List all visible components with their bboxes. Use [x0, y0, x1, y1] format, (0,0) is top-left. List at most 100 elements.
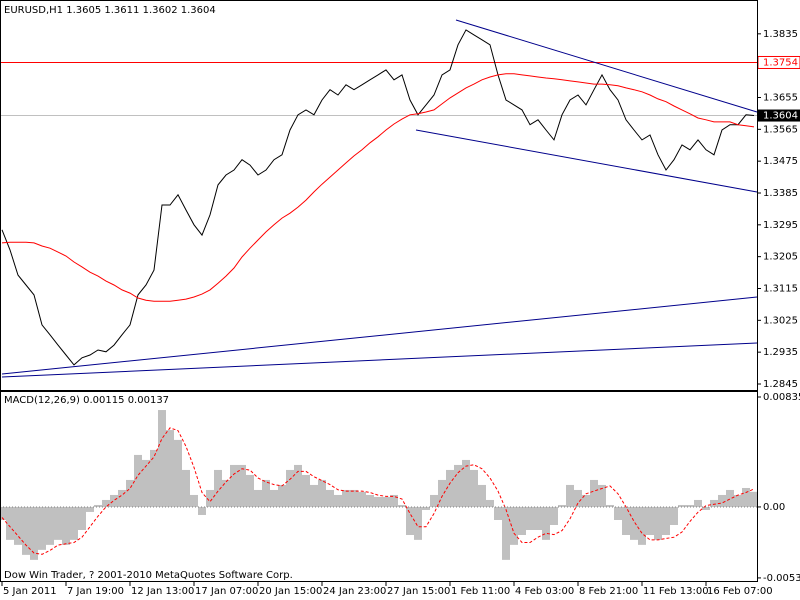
histogram-bar [382, 496, 390, 507]
y-tick-label: -0.00539 [763, 573, 800, 584]
histogram-bar [70, 506, 78, 540]
x-tick-label: 5 Jan 2011 [3, 586, 57, 597]
histogram-bar [62, 506, 70, 545]
y-tick-label: 1.2935 [763, 347, 798, 358]
histogram-bar [22, 506, 30, 555]
histogram-bar [54, 506, 62, 540]
y-tick-label: 1.3025 [763, 315, 798, 326]
low: 1.3602 [143, 5, 178, 16]
histogram-bar [558, 504, 566, 507]
price-tag [758, 109, 800, 122]
histogram-bar [438, 479, 446, 507]
histogram-bar [654, 506, 662, 540]
histogram-bar [30, 506, 38, 560]
series-line [1, 427, 755, 555]
histogram-bar [174, 439, 182, 507]
histogram-bar [478, 484, 486, 507]
histogram-bar [390, 494, 398, 507]
histogram-bar [638, 506, 646, 545]
high: 1.3611 [104, 5, 139, 16]
histogram-bar [366, 494, 374, 507]
y-tick-label: 1.3295 [763, 220, 798, 231]
macd-panel-frame [0, 391, 758, 582]
level-tag-label: 1.3754 [763, 57, 798, 68]
histogram-bar [126, 479, 134, 507]
plot-layer: 1.38351.37451.36551.35651.34751.33851.32… [0, 29, 800, 597]
price-header: EURUSD,H1 1.3605 1.3611 1.3602 1.3604 [4, 5, 216, 16]
histogram-bar [206, 489, 214, 507]
x-tick-label: 1 Feb 11:00 [451, 586, 510, 597]
series-line [1, 29, 755, 366]
histogram-bar [230, 464, 238, 507]
histogram-bar [278, 484, 286, 507]
histogram-bar [86, 506, 94, 512]
histogram-bar [662, 506, 670, 535]
histogram-bar [78, 506, 86, 530]
histogram-bar [6, 506, 14, 540]
histogram-bar [342, 489, 350, 507]
histogram-bar [310, 484, 318, 507]
histogram-bar [446, 469, 454, 507]
close: 1.3604 [181, 5, 216, 16]
histogram-bar [110, 494, 118, 507]
histogram-bar [718, 494, 726, 507]
y-tick-label: 1.3835 [763, 29, 798, 40]
x-tick-label: 7 Jan 19:00 [67, 586, 124, 597]
histogram-bar [326, 489, 334, 507]
histogram-bar [198, 506, 206, 515]
series-line [1, 73, 755, 302]
histogram-bar [750, 491, 758, 507]
x-tick-label: 8 Feb 21:00 [579, 586, 638, 597]
histogram-bar [566, 484, 574, 507]
histogram-bar [118, 489, 126, 507]
histogram-bar [286, 469, 294, 507]
y-tick-label: 1.2845 [763, 379, 798, 390]
histogram-bar [710, 499, 718, 507]
histogram-bar [182, 469, 190, 507]
histogram-bar [606, 504, 614, 507]
histogram-bar [134, 454, 142, 507]
histogram-bar [374, 496, 382, 507]
histogram-bar [694, 499, 702, 507]
histogram-bar [582, 494, 590, 507]
histogram-bar [630, 506, 638, 540]
histogram-bar [550, 506, 558, 525]
x-tick-label: 17 Jan 07:00 [195, 586, 258, 597]
x-tick-label: 11 Feb 13:00 [643, 586, 709, 597]
y-tick-label: 1.3205 [763, 252, 798, 263]
histogram-bar [294, 464, 302, 507]
histogram-bar [686, 504, 694, 507]
histogram-bar [350, 489, 358, 507]
histogram-bar [622, 506, 630, 535]
histogram-bar [238, 464, 246, 507]
histogram-bar [262, 479, 270, 507]
trend-line [1, 342, 758, 378]
symbol: EURUSD,H1 [4, 5, 63, 16]
x-tick-label: 24 Jan 23:00 [323, 586, 386, 597]
y-tick-label: 1.3115 [763, 283, 798, 294]
histogram-bar [510, 506, 518, 545]
histogram-bar [590, 479, 598, 507]
histogram-bar [518, 506, 526, 535]
histogram-bar [358, 491, 366, 507]
macd-header: MACD(12,26,9) 0.00115 0.00137 [4, 395, 169, 406]
y-tick-label: 0.00 [763, 502, 785, 513]
histogram-bar [486, 499, 494, 507]
macd-signal: 0.00137 [128, 395, 169, 406]
y-tick-label: 1.3475 [763, 156, 798, 167]
histogram-bar [0, 506, 6, 520]
price-tag-label: 1.3604 [763, 111, 798, 122]
histogram-bar [190, 494, 198, 507]
x-tick-label: 16 Feb 07:00 [707, 586, 773, 597]
price-panel-frame [0, 0, 758, 391]
y-tick-label: 1.3565 [763, 124, 798, 135]
histogram-bar [414, 506, 422, 540]
histogram-bar [254, 489, 262, 507]
histogram-bar [614, 506, 622, 520]
histogram-bar [334, 494, 342, 507]
histogram-bar [102, 499, 110, 507]
histogram-bar [94, 504, 102, 507]
histogram-bar [454, 464, 462, 507]
histogram-bar [142, 459, 150, 507]
